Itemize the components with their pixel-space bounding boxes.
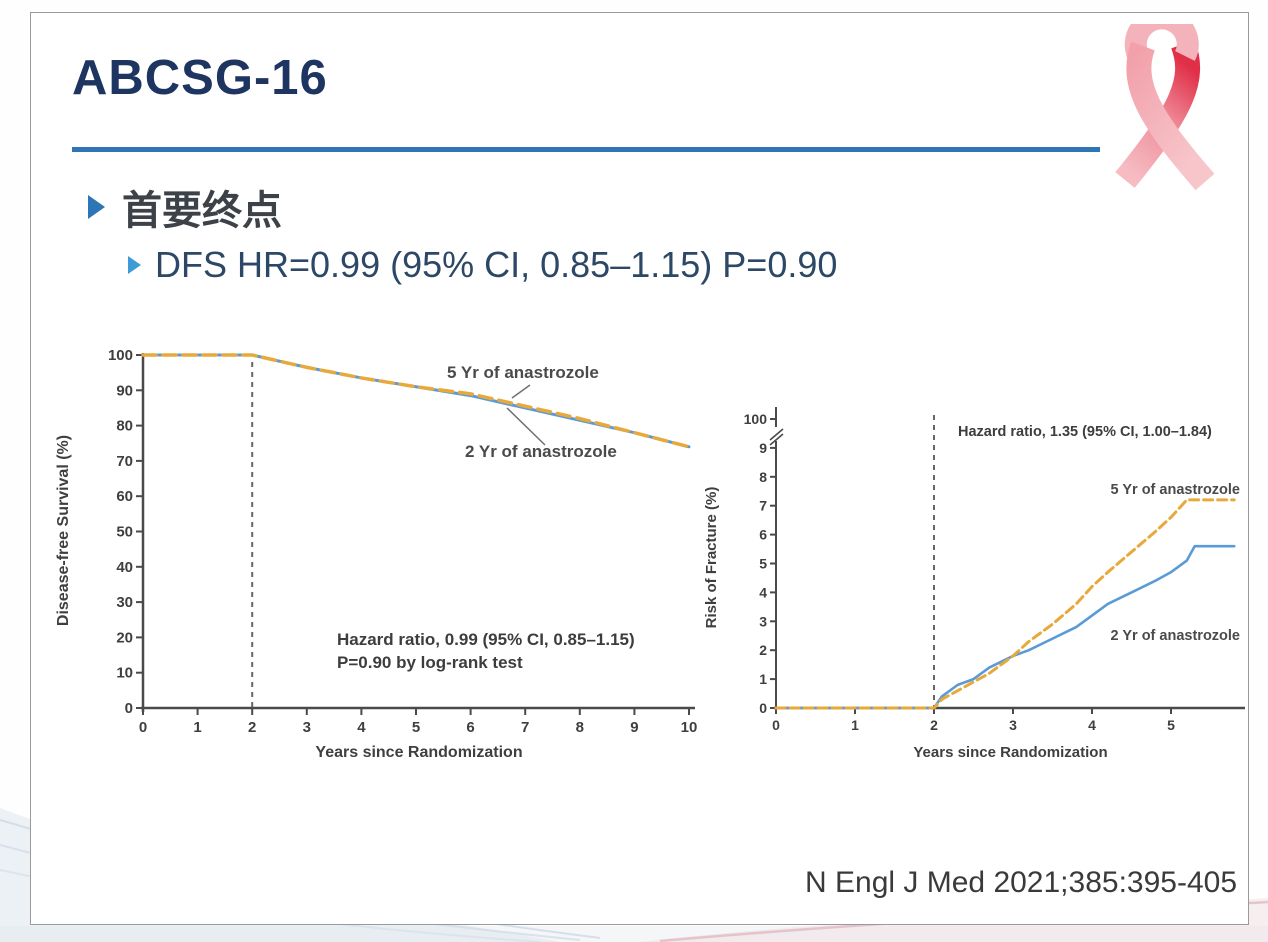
svg-text:90: 90 [116,382,133,399]
bottom-band [0,926,1268,942]
svg-text:1: 1 [851,717,859,733]
bullet-primary-endpoint-label: 首要终点 [122,189,282,233]
bullet-primary-endpoint: 首要终点 [88,178,282,236]
svg-text:100: 100 [108,347,133,364]
svg-text:2 Yr of anastrozole: 2 Yr of anastrozole [465,442,617,461]
svg-text:7: 7 [759,498,767,514]
svg-text:80: 80 [116,418,133,435]
svg-text:0: 0 [139,719,147,736]
svg-text:1: 1 [193,719,201,736]
svg-text:60: 60 [116,488,133,505]
svg-text:Hazard ratio, 0.99 (95% CI, 0.: Hazard ratio, 0.99 (95% CI, 0.85–1.15) [337,630,635,649]
triangle-sub-bullet-icon [128,256,141,274]
svg-text:100: 100 [744,411,768,427]
svg-text:4: 4 [357,719,366,736]
svg-text:9: 9 [759,440,767,456]
svg-text:0: 0 [772,717,780,733]
slide-border-frame [30,12,1249,925]
svg-text:8: 8 [759,469,767,485]
dfs-survival-chart: 0 10 20 30 40 50 60 70 80 90 100 0 1 2 3 4 5 6 7 8 9 10 Years … [55,347,698,761]
title-underline [72,147,1100,152]
triangle-bullet-icon [88,195,105,219]
bullet-dfs-result-label: DFS HR=0.99 (95% CI, 0.85–1.15) P=0.90 [155,244,838,285]
svg-text:70: 70 [116,453,133,470]
svg-text:2: 2 [930,717,938,733]
svg-text:4: 4 [759,584,767,600]
svg-text:7: 7 [521,719,529,736]
svg-text:40: 40 [116,559,133,576]
svg-text:6: 6 [466,719,474,736]
svg-text:2 Yr of anastrozole: 2 Yr of anastrozole [1111,628,1240,644]
pink-ribbon-icon [1115,24,1215,191]
svg-text:8: 8 [576,719,584,736]
svg-text:Hazard ratio, 1.35 (95% CI, 1.: Hazard ratio, 1.35 (95% CI, 1.00–1.84) [958,424,1212,440]
svg-text:10: 10 [681,719,698,736]
svg-text:10: 10 [116,665,133,682]
slide-title: ABCSG-16 [72,51,328,105]
svg-text:2: 2 [248,719,256,736]
svg-text:30: 30 [116,594,133,611]
fracture-risk-chart: 100 0 1 2 3 4 5 6 7 8 9 0 1 2 3 4 5 Years since Randomiza… [703,407,1245,761]
svg-text:1: 1 [759,671,767,687]
svg-text:0: 0 [125,700,133,717]
svg-text:5: 5 [759,556,767,572]
svg-text:4: 4 [1088,717,1096,733]
svg-text:Disease-free Survival (%): Disease-free Survival (%) [55,435,72,626]
svg-text:5 Yr of anastrozole: 5 Yr of anastrozole [1111,482,1240,498]
svg-text:50: 50 [116,524,133,541]
svg-text:6: 6 [759,527,767,543]
svg-text:0: 0 [759,700,767,716]
svg-text:20: 20 [116,629,133,646]
svg-text:Years since Randomization: Years since Randomization [315,744,522,761]
svg-text:3: 3 [1009,717,1017,733]
svg-text:3: 3 [303,719,311,736]
svg-text:3: 3 [759,613,767,629]
svg-text:5 Yr of anastrozole: 5 Yr of anastrozole [447,363,599,382]
svg-text:5: 5 [412,719,420,736]
bullet-dfs-result: DFS HR=0.99 (95% CI, 0.85–1.15) P=0.90 [128,244,837,286]
citation: N Engl J Med 2021;385:395-405 [805,866,1237,899]
svg-text:2: 2 [759,642,767,658]
svg-text:Years since Randomization: Years since Randomization [913,744,1107,761]
svg-text:P=0.90 by log-rank test: P=0.90 by log-rank test [337,653,523,672]
svg-text:9: 9 [630,719,638,736]
svg-text:Risk of Fracture (%): Risk of Fracture (%) [703,487,720,629]
svg-text:5: 5 [1167,717,1175,733]
